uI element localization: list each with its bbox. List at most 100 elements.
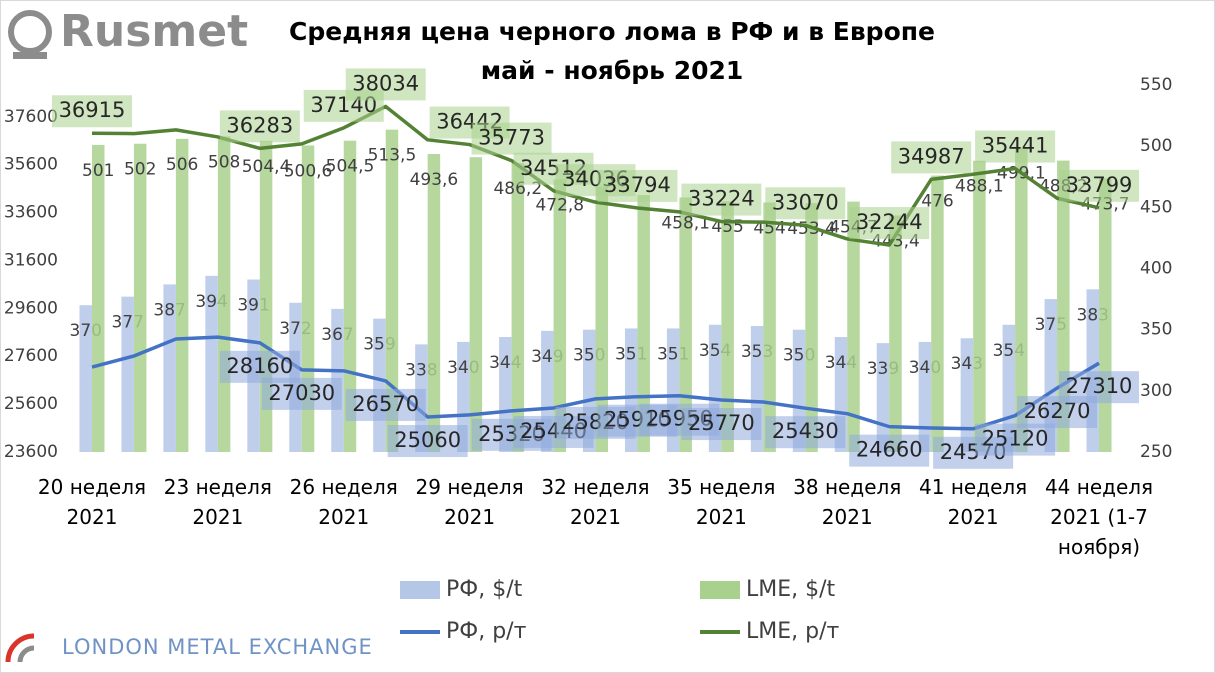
y2-tick-label: 450 — [1140, 197, 1172, 217]
line-value-label: 36915 — [59, 98, 126, 122]
bar — [79, 305, 92, 452]
data-label-box — [975, 423, 1056, 456]
legend-swatch — [400, 581, 440, 599]
data-label-box — [219, 350, 300, 383]
legend-label: РФ, $/t — [446, 577, 523, 602]
data-label-box — [1059, 371, 1140, 404]
logo-icon — [8, 10, 52, 54]
bar-value-label: 458,1 — [661, 213, 710, 233]
data-label-box — [261, 377, 342, 410]
lme-logo-arc-inner — [17, 645, 35, 663]
bar — [457, 341, 470, 452]
y-tick-label: 27600 — [4, 346, 58, 366]
bar — [163, 284, 176, 452]
bar-value-label: 506 — [166, 155, 198, 175]
x-tick-label: 20 неделя 2021 — [37, 475, 147, 529]
bar — [121, 296, 134, 452]
bar — [847, 201, 860, 452]
bar — [511, 163, 525, 453]
bar — [385, 129, 399, 452]
bar — [469, 157, 483, 452]
x-tick-label: 38 неделя 2021 — [793, 475, 902, 529]
line-value-label: 25770 — [688, 411, 755, 435]
line-value-label: 38034 — [352, 71, 419, 95]
line-value-label: 35441 — [982, 134, 1049, 158]
bar — [205, 275, 218, 452]
legend-swatch — [700, 581, 740, 599]
y2-tick-label: 500 — [1140, 136, 1172, 156]
y2-tick-label: 250 — [1140, 442, 1172, 462]
bar-value-label: 502 — [124, 160, 156, 180]
bar — [301, 145, 315, 452]
bar — [805, 203, 818, 452]
line-value-label: 27030 — [268, 381, 335, 405]
data-label-box — [765, 187, 846, 220]
x-tick-label: 23 неделя 2021 — [163, 475, 272, 529]
bar — [175, 138, 189, 452]
legend-label: LME, р/т — [746, 619, 840, 644]
bar-value-label: 501 — [82, 161, 114, 181]
bar — [637, 195, 650, 452]
logo-rusmet: Rusmet — [60, 6, 248, 57]
data-label-box — [681, 183, 762, 216]
bar-value-label: 513,5 — [368, 146, 417, 166]
line-value-label: 34987 — [898, 144, 965, 168]
bar — [679, 197, 692, 452]
legend-label: LME, $/t — [746, 577, 836, 602]
bar — [553, 179, 567, 452]
line-value-label: 32244 — [856, 210, 923, 234]
data-label-box — [387, 425, 468, 458]
x-tick-label: 29 неделя 2021 — [415, 475, 524, 529]
line-value-label: 25060 — [394, 428, 461, 452]
bar — [889, 215, 902, 452]
y-tick-label: 31600 — [4, 250, 58, 270]
bar-value-label: 488,1 — [955, 177, 1004, 197]
x-tick-label: 26 неделя 2021 — [289, 475, 398, 529]
bar — [595, 186, 608, 452]
bar — [973, 160, 986, 452]
data-label-box — [1059, 169, 1140, 202]
bar — [133, 143, 147, 452]
data-label-box — [891, 141, 972, 174]
bar — [931, 175, 944, 452]
logo-lme: LONDON METAL EXCHANGE — [62, 635, 373, 659]
data-label-box — [597, 169, 678, 202]
data-label-box — [471, 122, 552, 155]
data-label-box — [975, 130, 1056, 163]
bar-value-label: 508 — [208, 152, 240, 172]
bar-value-label: 504,4 — [242, 157, 291, 177]
bar — [721, 201, 734, 452]
y2-tick-label: 400 — [1140, 259, 1172, 279]
logo-icon-base — [13, 52, 47, 59]
y-tick-label: 29600 — [4, 298, 58, 318]
data-label-box — [219, 110, 300, 143]
y2-tick-label: 550 — [1140, 75, 1172, 95]
line-value-label: 33794 — [604, 173, 671, 197]
chart-title: Средняя цена черного лома в РФ и в Европ… — [289, 17, 935, 46]
bar — [217, 136, 231, 452]
y-tick-label: 37600 — [4, 107, 58, 127]
data-label-box — [345, 388, 426, 421]
lme-logo-arc — [5, 633, 35, 663]
line-value-label: 25120 — [982, 427, 1049, 451]
bar — [763, 202, 776, 452]
bar-value-label: 493,6 — [410, 170, 459, 190]
line-value-label: 35773 — [478, 126, 545, 150]
data-label-box — [345, 68, 426, 101]
data-label-box — [765, 416, 846, 449]
data-label-box — [681, 408, 762, 441]
bar-value-label: 472,8 — [535, 195, 584, 215]
line-value-label: 36283 — [226, 113, 293, 137]
bar-value-label: 476 — [921, 192, 953, 212]
x-tick-label: 35 неделя 2021 — [667, 475, 776, 529]
data-label-box — [849, 434, 930, 467]
y-tick-label: 33600 — [4, 203, 58, 223]
legend-label: РФ, р/т — [446, 619, 527, 644]
line — [91, 104, 1100, 247]
bar — [1099, 178, 1112, 452]
bar-value-label: 500,6 — [284, 161, 333, 181]
bar — [918, 341, 932, 452]
line-value-label: 26570 — [352, 392, 419, 416]
line — [91, 335, 1100, 431]
